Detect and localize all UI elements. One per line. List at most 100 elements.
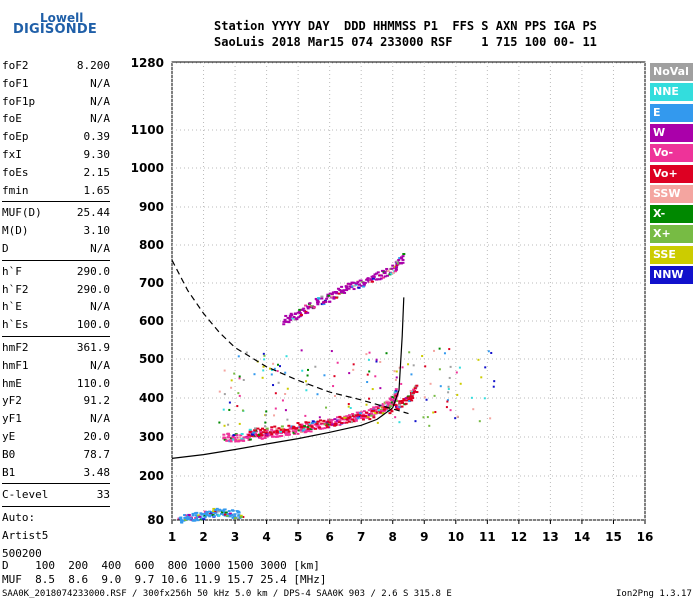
echo-point [356, 413, 360, 416]
echo-point [284, 371, 287, 374]
param-label: h`E [2, 300, 22, 314]
echo-point [361, 418, 365, 421]
echo-point [395, 376, 398, 379]
echo-point [203, 514, 207, 517]
echo-point [372, 275, 376, 278]
echo-point [296, 432, 300, 435]
echo-point [439, 385, 442, 388]
echo-point [251, 433, 255, 436]
electron-density-profile [171, 297, 405, 459]
echo-point [287, 430, 291, 433]
param-value: N/A [90, 358, 110, 372]
echo-point [349, 283, 353, 286]
param-separator [2, 506, 110, 508]
echo-point [345, 289, 349, 292]
echo-point [232, 438, 236, 441]
echo-point [274, 435, 278, 438]
echo-point [276, 370, 279, 373]
echo-point [375, 360, 378, 363]
echo-point [370, 412, 374, 415]
echo-point [211, 514, 215, 517]
echo-point [480, 376, 483, 379]
param-label: Auto: [2, 511, 36, 525]
echo-point [289, 318, 293, 321]
param-value: 1.65 [83, 183, 111, 197]
echo-point [283, 318, 287, 321]
echo-point [398, 406, 402, 409]
echo-point [374, 375, 377, 378]
echo-point [318, 426, 322, 429]
echo-point [352, 368, 355, 371]
echo-point [413, 387, 417, 390]
echo-point [305, 383, 308, 386]
echo-point [285, 355, 288, 358]
echo-point [349, 418, 353, 421]
param-row: foF1 N/A [2, 75, 110, 93]
param-row: hmE 110.0 [2, 375, 110, 393]
echo-point [295, 427, 299, 430]
echo-point [379, 277, 383, 280]
echo-point [402, 253, 406, 256]
echo-point [459, 382, 462, 385]
param-label: fxI [2, 148, 22, 161]
echo-point [412, 388, 416, 391]
echo-point [306, 307, 310, 310]
echo-point [275, 429, 279, 432]
header-row-1: Station YYYY DAY DDD HHMMSS P1 FFS S AXN… [214, 19, 597, 33]
echo-point [264, 431, 268, 434]
echo-point [328, 292, 332, 295]
echo-point [347, 403, 350, 406]
echo-point [391, 264, 395, 267]
echo-point [195, 517, 199, 520]
y-tick-label: 500 [139, 352, 164, 366]
echo-point [401, 401, 405, 404]
echo-point [302, 307, 306, 310]
echo-point [484, 366, 487, 369]
echo-point [358, 412, 362, 415]
echo-point [223, 438, 227, 441]
echo-point [381, 276, 385, 279]
echo-point [222, 408, 225, 411]
echo-point [298, 308, 302, 311]
echo-point [217, 510, 221, 513]
echo-point [306, 427, 310, 430]
echo-point [367, 358, 370, 361]
echo-point [369, 278, 373, 281]
echo-point [365, 403, 368, 406]
echo-point [356, 281, 360, 284]
echo-point [477, 358, 480, 361]
echo-point [235, 434, 239, 437]
echo-point [300, 308, 304, 311]
param-row: foE N/A [2, 110, 110, 128]
echo-point [208, 510, 212, 513]
param-label: B1 [2, 465, 16, 479]
param-row: yF1 N/A [2, 410, 110, 428]
echo-point [429, 382, 432, 385]
param-value: 33 [96, 488, 110, 502]
echo-point [271, 435, 275, 438]
echo-point [405, 399, 409, 402]
param-row: D N/A [2, 240, 110, 258]
echo-point [336, 287, 340, 290]
echo-point [400, 257, 404, 260]
echo-point [291, 427, 295, 430]
echo-point [264, 414, 267, 417]
echo-point [415, 391, 419, 394]
echo-point [330, 295, 334, 298]
echo-point [297, 310, 301, 313]
echo-point [304, 304, 308, 307]
echo-point [311, 420, 315, 423]
echo-point [233, 513, 237, 516]
echo-point [358, 413, 362, 416]
echo-point [264, 425, 267, 428]
echo-point [183, 514, 187, 517]
echo-point [412, 391, 416, 394]
echo-point [407, 398, 411, 401]
echo-point [379, 360, 382, 363]
param-row: hmF2 361.9 [2, 339, 110, 357]
echo-point [368, 397, 371, 400]
y-tick-label: 400 [139, 391, 164, 405]
echo-point [385, 352, 388, 355]
echo-point [338, 419, 342, 422]
echo-point [307, 421, 311, 424]
